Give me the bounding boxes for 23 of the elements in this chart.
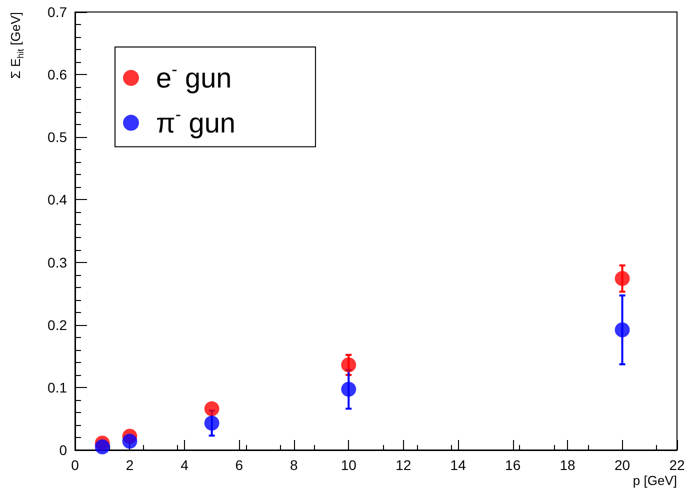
- legend-label: π- gun: [156, 104, 236, 138]
- x-tick-label: 8: [290, 457, 298, 473]
- x-tick-label: 20: [614, 457, 630, 473]
- y-tick-label: 0.1: [48, 379, 68, 396]
- x-tick-label: 0: [71, 457, 80, 473]
- x-tick-label: 6: [235, 457, 244, 473]
- y-tick-label: 0.7: [48, 4, 68, 20]
- y-tick-label: 0.5: [48, 129, 68, 146]
- x-tick-label: 10: [340, 457, 357, 473]
- x-tick-label: 18: [560, 457, 576, 473]
- y-tick-label: 0: [59, 442, 68, 458]
- x-tick-label: 16: [505, 457, 521, 473]
- y-tick-label: 0.2: [48, 316, 68, 333]
- x-tick-label: 2: [126, 457, 134, 473]
- y-tick-label: 0.6: [48, 66, 68, 83]
- x-tick-label: 12: [396, 457, 412, 473]
- y-tick-label: 0.3: [48, 254, 68, 270]
- y-tick-label: 0.4: [48, 192, 68, 208]
- legend-label: e- gun: [156, 60, 232, 94]
- x-tick-label: 14: [450, 457, 466, 473]
- x-tick-label: 22: [669, 457, 685, 473]
- x-tick-label: 4: [180, 457, 189, 473]
- x-axis-title: p [GeV]: [632, 473, 677, 488]
